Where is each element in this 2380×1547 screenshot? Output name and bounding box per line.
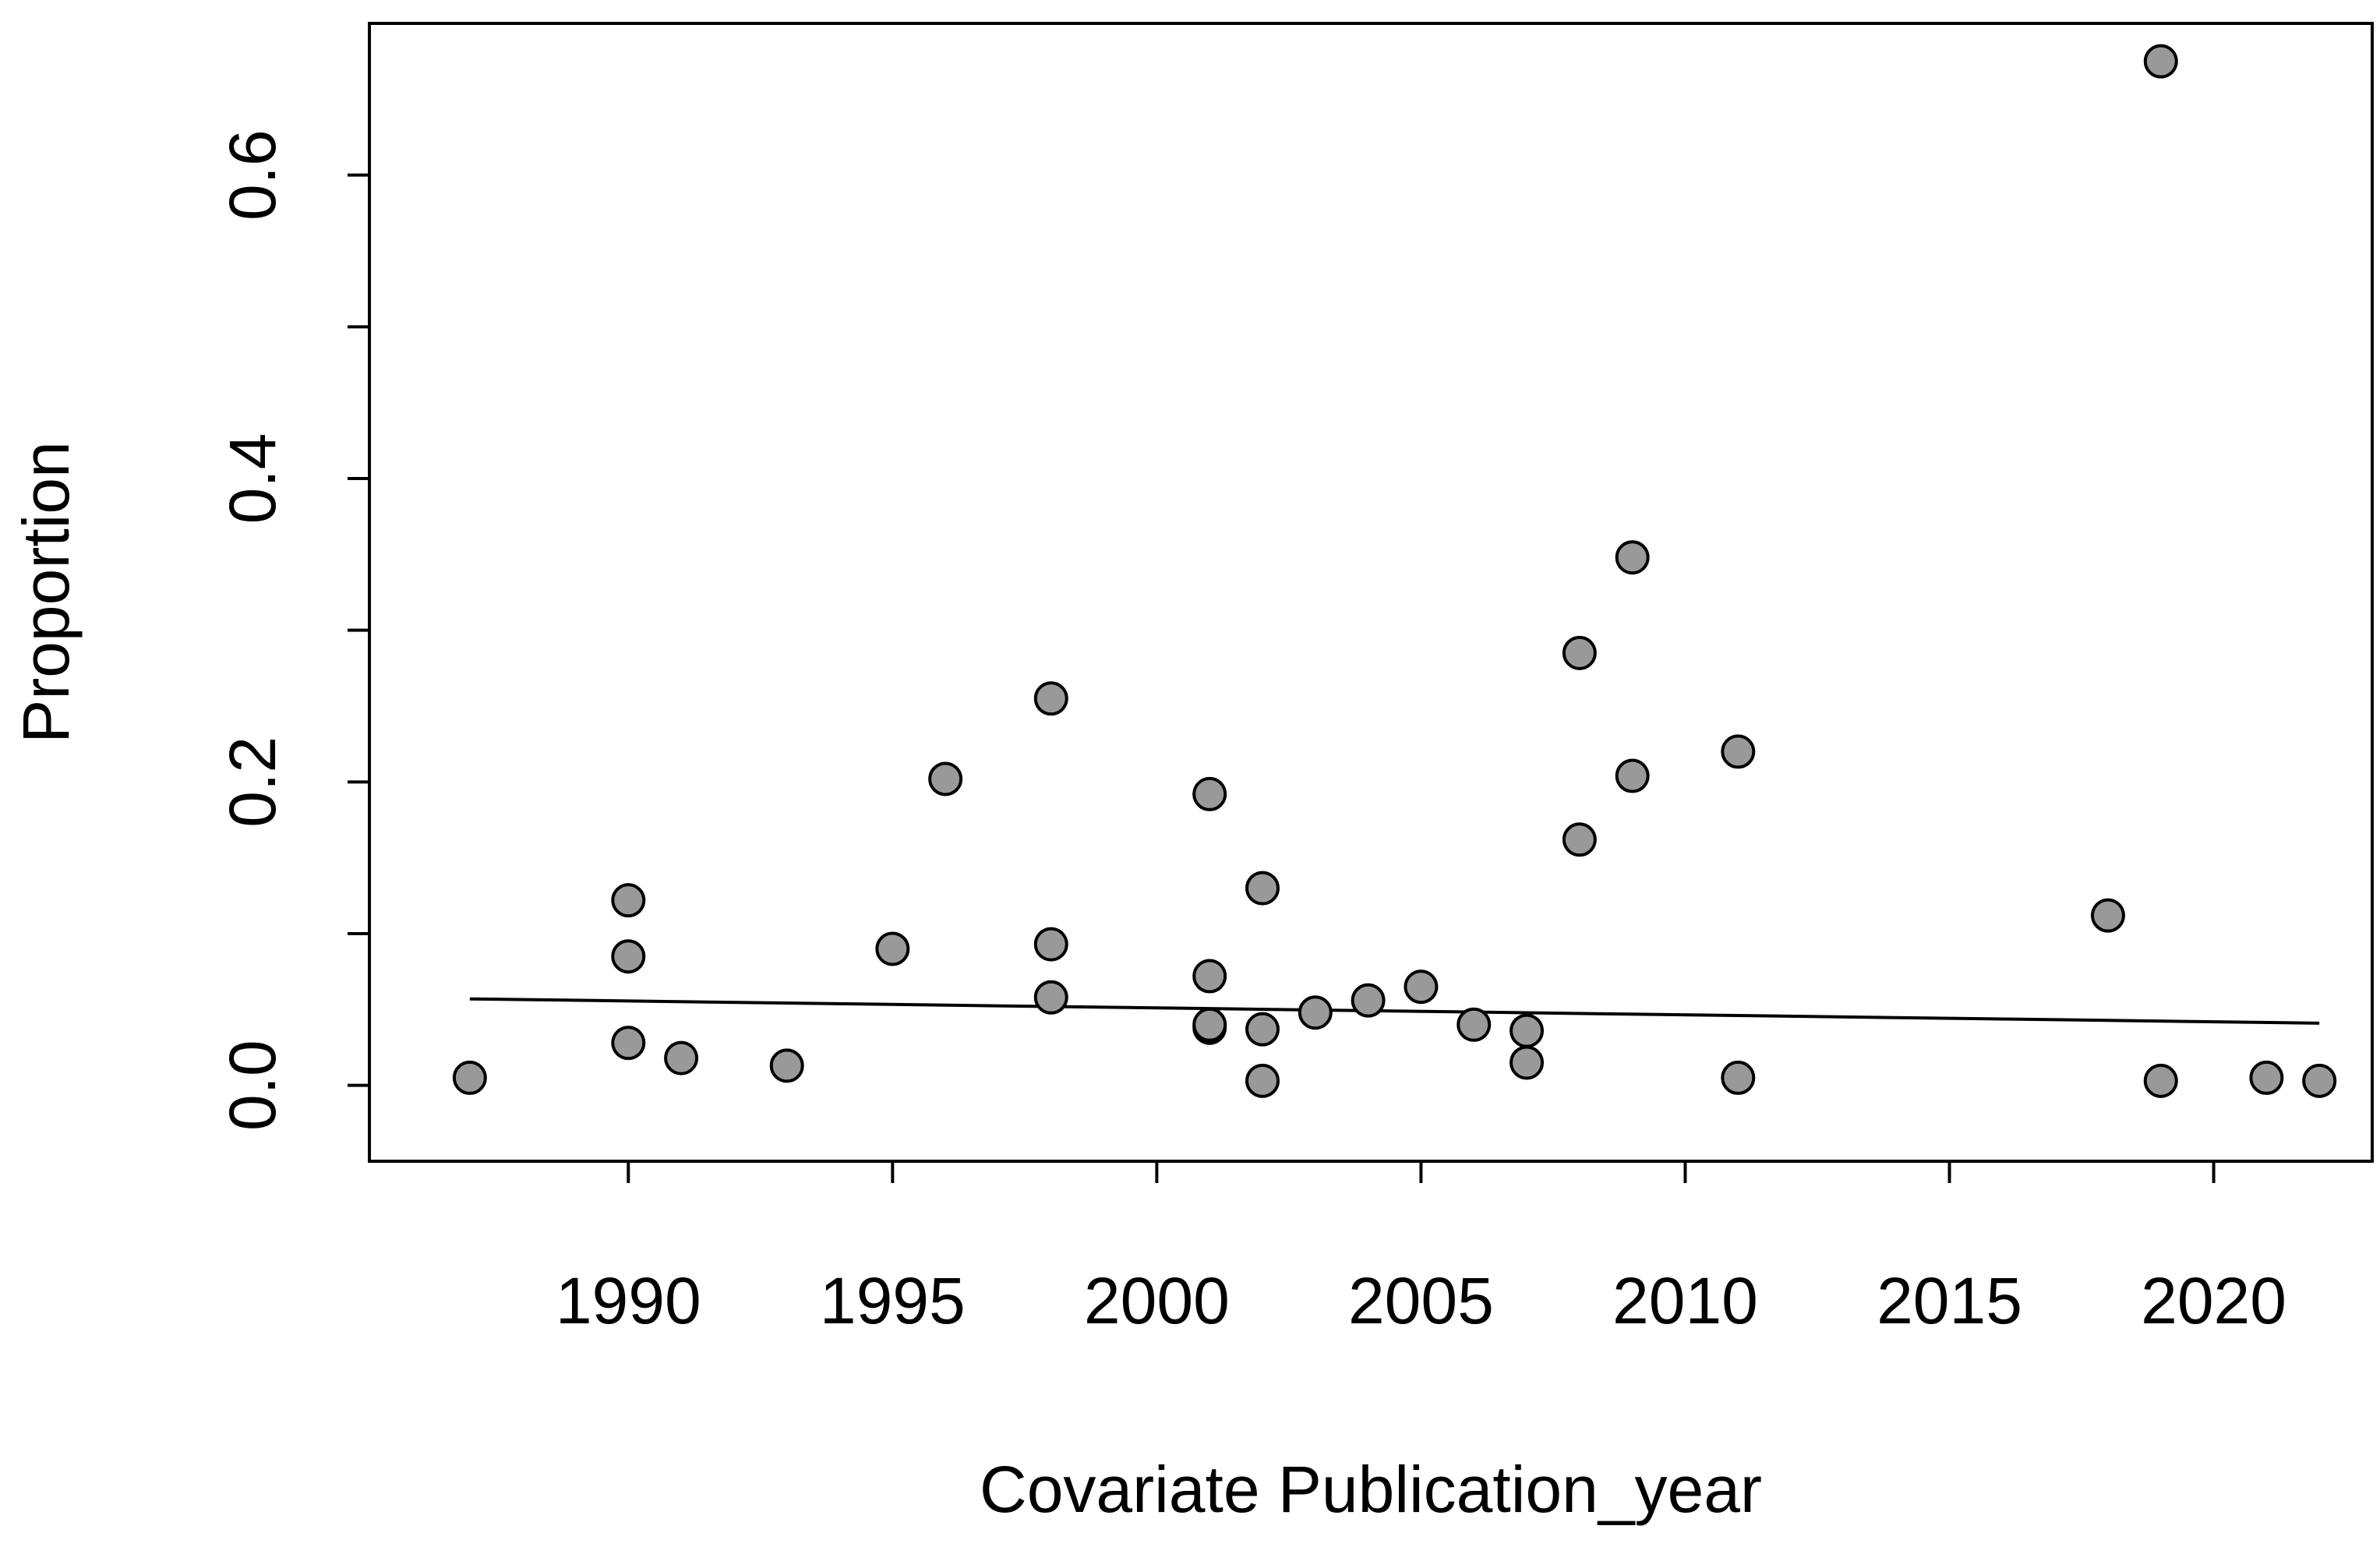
data-point-33 — [2249, 1060, 2284, 1095]
fit-line — [469, 997, 2320, 1025]
data-points — [452, 44, 2337, 1098]
y-tick-label-4: 0.4 — [216, 433, 289, 524]
data-point-17 — [1245, 1063, 1280, 1098]
data-point-25 — [1562, 822, 1597, 857]
data-point-30 — [2090, 898, 2125, 933]
data-point-8 — [1033, 681, 1068, 716]
data-point-5 — [769, 1048, 804, 1083]
y-axis: 0.0 0.2 0.4 0.6 — [216, 129, 369, 1131]
data-point-21 — [1457, 1007, 1492, 1042]
x-tick-label-1995: 1995 — [820, 1264, 966, 1337]
data-point-14 — [1192, 1007, 1227, 1042]
x-axis: 1990 1995 2000 2005 2010 2015 2020 — [556, 1161, 2286, 1337]
x-tick-label-2020: 2020 — [2141, 1264, 2286, 1337]
data-point-11 — [1192, 776, 1227, 811]
y-tick-label-0: 0.0 — [216, 1040, 289, 1131]
data-point-32 — [2143, 1063, 2178, 1098]
x-tick-label-2010: 2010 — [1612, 1264, 1758, 1337]
data-point-16 — [1245, 1012, 1280, 1047]
data-point-0 — [452, 1060, 487, 1095]
data-point-19 — [1351, 983, 1386, 1018]
data-point-1 — [611, 883, 646, 918]
data-point-18 — [1298, 995, 1333, 1030]
x-tick-label-2000: 2000 — [1084, 1264, 1230, 1337]
data-point-29 — [1721, 1060, 1756, 1095]
data-point-26 — [1615, 540, 1650, 575]
data-point-23 — [1510, 1045, 1545, 1080]
data-point-31 — [2143, 44, 2178, 79]
data-point-3 — [611, 1026, 646, 1061]
data-point-2 — [611, 939, 646, 974]
plot-frame — [368, 22, 2374, 1163]
data-point-28 — [1721, 734, 1756, 769]
data-point-6 — [875, 931, 910, 966]
y-axis-label: Proportion — [9, 441, 83, 743]
data-point-22 — [1510, 1013, 1545, 1048]
x-tick-label-2005: 2005 — [1348, 1264, 1494, 1337]
data-point-9 — [1033, 927, 1068, 962]
y-tick-label-6: 0.6 — [216, 129, 289, 221]
y-tick-label-2: 0.2 — [216, 736, 289, 828]
data-point-27 — [1615, 758, 1650, 793]
regression-line — [469, 997, 2320, 1025]
x-axis-label: Covariate Publication_year — [980, 1453, 1762, 1526]
data-point-7 — [928, 761, 963, 796]
x-tick-label-1990: 1990 — [556, 1264, 701, 1337]
data-point-10 — [1033, 980, 1068, 1015]
x-tick-label-2015: 2015 — [1877, 1264, 2022, 1337]
data-point-15 — [1245, 871, 1280, 906]
data-point-12 — [1192, 959, 1227, 994]
data-point-24 — [1562, 635, 1597, 670]
data-point-34 — [2302, 1063, 2337, 1098]
data-point-20 — [1404, 970, 1439, 1005]
data-point-4 — [664, 1040, 699, 1075]
